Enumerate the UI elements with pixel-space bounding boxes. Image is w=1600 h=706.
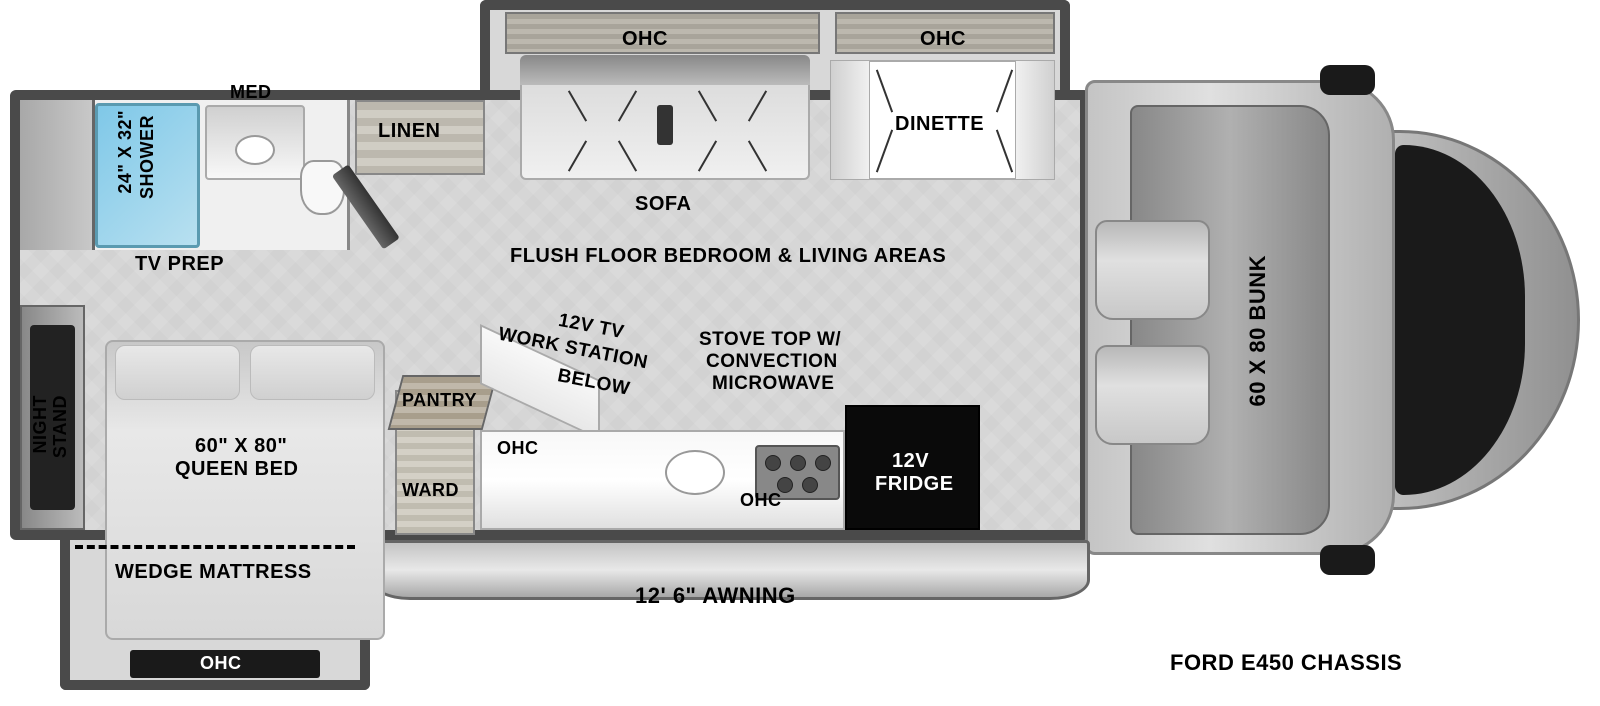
label-linen: LINEN — [378, 120, 441, 143]
label-tv-prep: TV PREP — [135, 253, 224, 276]
label-bunk: 60 X 80 BUNK — [1245, 255, 1271, 407]
passenger-seat — [1095, 345, 1210, 445]
sofa-console — [657, 105, 673, 145]
label-nightstand-l2: STAND — [50, 395, 71, 458]
burner — [815, 455, 831, 471]
label-ohc-sofa: OHC — [622, 28, 668, 51]
label-awning: 12' 6" AWNING — [635, 583, 796, 609]
driver-seat — [1095, 220, 1210, 320]
label-shower-size: 24" X 32" — [115, 110, 136, 194]
label-stove-l3: MICROWAVE — [712, 373, 834, 395]
toilet — [300, 160, 345, 215]
label-stove-l1: STOVE TOP W/ — [699, 329, 841, 351]
burner — [790, 455, 806, 471]
label-fridge-l1: 12V — [892, 450, 929, 473]
pillow-right — [250, 345, 375, 400]
label-dinette: DINETTE — [895, 113, 984, 136]
label-sofa: SOFA — [635, 193, 691, 216]
wedge-mattress-line — [75, 545, 355, 549]
label-ohc-dinette: OHC — [920, 28, 966, 51]
label-wedge: WEDGE MATTRESS — [115, 561, 312, 584]
bathroom-sink — [235, 135, 275, 165]
label-chassis: FORD E450 CHASSIS — [1170, 650, 1402, 676]
label-bed-size: 60" X 80" — [195, 435, 287, 458]
label-shower: SHOWER — [137, 115, 158, 199]
pillow-left — [115, 345, 240, 400]
sofa-back — [520, 55, 810, 85]
rv-floorplan: OHC OHC SOFA DINETTE FLUSH FLOOR BEDROOM… — [0, 0, 1600, 706]
label-pantry: PANTRY — [402, 390, 477, 411]
label-bed: QUEEN BED — [175, 458, 298, 481]
rear-storage — [20, 100, 95, 250]
label-stove-l2: CONVECTION — [706, 351, 838, 373]
wheel-front-bottom — [1320, 545, 1375, 575]
label-ohc-k2: OHC — [740, 490, 782, 511]
burner — [802, 477, 818, 493]
label-ohc-k1: OHC — [497, 438, 539, 459]
burner — [765, 455, 781, 471]
label-flush-floor: FLUSH FLOOR BEDROOM & LIVING AREAS — [510, 245, 946, 268]
label-ohc-bedroom: OHC — [200, 653, 242, 674]
cab-over-bunk — [1130, 105, 1330, 535]
label-ward: WARD — [402, 480, 459, 501]
label-nightstand-l1: NIGHT — [30, 395, 51, 454]
label-med: MED — [230, 82, 272, 103]
dinette-seat-left — [830, 60, 870, 180]
wheel-front-top — [1320, 65, 1375, 95]
kitchen-sink — [665, 450, 725, 495]
label-fridge-l2: FRIDGE — [875, 473, 954, 496]
dinette-seat-right — [1015, 60, 1055, 180]
